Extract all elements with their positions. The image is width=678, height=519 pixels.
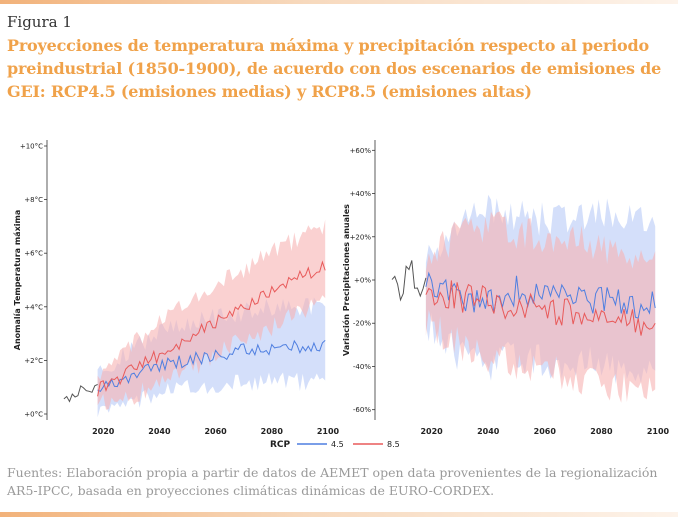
precipitation-y-tick-label: -40% [353, 363, 371, 371]
temperature-line-historical [63, 383, 98, 403]
precipitation-x-tick-label: 2100 [647, 427, 670, 436]
precipitation-line-rcp45 [425, 271, 656, 319]
legend-item-rcp45: 4.5 [331, 440, 344, 449]
figure-label: Figura 1 [7, 13, 72, 31]
precipitation-x-tick-label: 2080 [590, 427, 613, 436]
temperature-line-rcp85 [97, 260, 326, 397]
top-accent-bar [0, 0, 678, 4]
temperature-y-tick-label: +0°C [24, 411, 43, 419]
precipitation-x-tick-label: 2040 [477, 427, 500, 436]
precipitation-y-tick-label: +20% [350, 233, 372, 241]
temperature-chart: +0°C +2°C +4°C +6°C +8°C +10°C 2020 2040 2060 208… [13, 140, 340, 436]
legend: RCP 4.5 8.5 [270, 440, 400, 450]
temperature-x-tick-label: 2020 [92, 427, 115, 436]
temperature-y-tick-label: +8°C [24, 196, 43, 204]
temperature-line-rcp45 [97, 339, 326, 393]
legend-item-rcp85: 8.5 [387, 440, 400, 449]
legend-title: RCP [270, 440, 291, 450]
temperature-x-tick-label: 2100 [317, 427, 340, 436]
temperature-y-axis-label: Anomalía Temperatura máxima [13, 210, 22, 350]
precipitation-y-tick-label: +40% [350, 190, 372, 198]
temperature-y-tick-label: +2°C [24, 357, 43, 365]
temperature-x-tick-label: 2040 [148, 427, 171, 436]
precipitation-y-tick-label: -20% [353, 320, 371, 328]
precipitation-y-tick-label: +60% [350, 147, 372, 155]
precipitation-x-tick-label: 2060 [534, 427, 557, 436]
temperature-x-tick-label: 2080 [261, 427, 284, 436]
precipitation-x-tick-label: 2020 [420, 427, 443, 436]
temperature-band-rcp85 [97, 219, 326, 410]
temperature-y-tick-label: +10°C [20, 143, 43, 151]
temperature-y-tick-label: +6°C [24, 250, 43, 258]
temperature-x-tick-label: 2060 [204, 427, 227, 436]
precipitation-chart: -60% -40% -20% +0% +20% +40% +60% 2020 2040 2060 2… [341, 140, 670, 436]
figure-title: Proyecciones de temperatura máxima y pre… [7, 36, 662, 101]
charts-panel: +0°C +2°C +4°C +6°C +8°C +10°C 2020 2040 2060 208… [13, 140, 670, 450]
bottom-accent-bar [0, 512, 678, 517]
precipitation-y-axis-label: Variación Precipitaciones anuales [341, 204, 351, 356]
precipitation-line-historical [391, 260, 427, 302]
precipitation-y-tick-label: -60% [353, 406, 371, 414]
temperature-y-tick-label: +4°C [24, 303, 43, 311]
precipitation-y-tick-label: +0% [354, 277, 371, 285]
source-note: Fuentes: Elaboración propia a partir de … [7, 465, 658, 498]
precipitation-line-rcp85 [425, 280, 656, 336]
